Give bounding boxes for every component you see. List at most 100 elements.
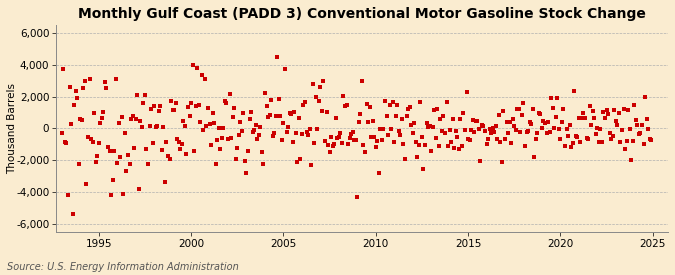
- Point: [464, 138, 475, 142]
- Point: [615, 140, 626, 144]
- Point: [65, 122, 76, 126]
- Point: [209, 121, 219, 125]
- Point: [435, 117, 446, 122]
- Point: [576, 116, 587, 121]
- Point: [224, 92, 235, 96]
- Point: [221, 101, 232, 106]
- Point: [515, 130, 526, 134]
- Point: [198, 127, 209, 132]
- Point: [218, 125, 229, 130]
- Point: [626, 158, 637, 162]
- Point: [604, 130, 615, 135]
- Point: [272, 54, 283, 59]
- Point: [288, 140, 298, 145]
- Point: [362, 120, 373, 125]
- Point: [608, 134, 618, 138]
- Point: [385, 127, 396, 131]
- Point: [118, 192, 129, 197]
- Point: [621, 139, 632, 143]
- Point: [560, 144, 570, 148]
- Point: [501, 119, 512, 124]
- Point: [360, 149, 371, 154]
- Point: [277, 138, 288, 142]
- Point: [364, 105, 375, 109]
- Point: [461, 89, 472, 94]
- Point: [68, 212, 78, 216]
- Point: [93, 141, 104, 145]
- Point: [195, 120, 206, 125]
- Point: [326, 134, 337, 139]
- Point: [58, 67, 69, 72]
- Point: [415, 100, 426, 104]
- Point: [229, 105, 240, 110]
- Point: [98, 109, 109, 114]
- Point: [429, 108, 439, 112]
- Point: [508, 117, 518, 121]
- Point: [187, 62, 198, 67]
- Point: [289, 110, 300, 114]
- Point: [484, 127, 495, 131]
- Point: [620, 146, 630, 151]
- Point: [338, 94, 349, 98]
- Point: [418, 167, 429, 171]
- Point: [589, 116, 599, 120]
- Point: [279, 67, 290, 72]
- Point: [599, 116, 610, 120]
- Point: [207, 111, 218, 115]
- Point: [526, 122, 537, 127]
- Point: [319, 139, 330, 143]
- Point: [255, 125, 266, 129]
- Point: [486, 131, 497, 136]
- Point: [481, 142, 492, 147]
- Point: [431, 136, 441, 140]
- Point: [327, 144, 338, 148]
- Point: [172, 137, 183, 141]
- Point: [306, 163, 317, 167]
- Point: [383, 133, 394, 138]
- Point: [135, 119, 146, 123]
- Point: [557, 120, 568, 125]
- Point: [201, 124, 212, 128]
- Point: [80, 78, 90, 83]
- Point: [398, 141, 409, 146]
- Point: [140, 93, 151, 97]
- Point: [318, 79, 329, 83]
- Point: [169, 108, 180, 112]
- Point: [389, 139, 400, 144]
- Point: [591, 132, 601, 136]
- Point: [242, 149, 253, 153]
- Point: [629, 103, 640, 107]
- Point: [310, 95, 321, 99]
- Point: [539, 121, 550, 125]
- Point: [378, 127, 389, 131]
- Point: [569, 89, 580, 94]
- Point: [155, 104, 166, 109]
- Point: [115, 155, 126, 160]
- Point: [298, 103, 309, 107]
- Point: [109, 149, 119, 154]
- Point: [69, 103, 80, 107]
- Point: [448, 117, 458, 122]
- Point: [104, 148, 115, 153]
- Point: [126, 116, 136, 121]
- Point: [84, 77, 95, 81]
- Point: [165, 99, 176, 103]
- Point: [489, 129, 500, 134]
- Point: [506, 141, 516, 146]
- Point: [184, 114, 195, 119]
- Point: [427, 125, 438, 130]
- Point: [329, 142, 340, 146]
- Point: [215, 147, 225, 151]
- Point: [529, 155, 539, 160]
- Point: [585, 104, 595, 109]
- Point: [206, 142, 217, 147]
- Point: [247, 130, 258, 135]
- Point: [581, 136, 592, 140]
- Point: [332, 136, 343, 141]
- Point: [566, 145, 576, 149]
- Point: [340, 103, 350, 108]
- Point: [460, 127, 470, 132]
- Point: [249, 128, 260, 132]
- Point: [346, 131, 356, 136]
- Point: [638, 142, 649, 147]
